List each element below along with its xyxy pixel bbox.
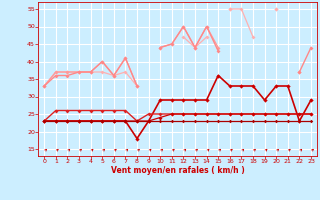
X-axis label: Vent moyen/en rafales ( km/h ): Vent moyen/en rafales ( km/h ) [111,166,244,175]
